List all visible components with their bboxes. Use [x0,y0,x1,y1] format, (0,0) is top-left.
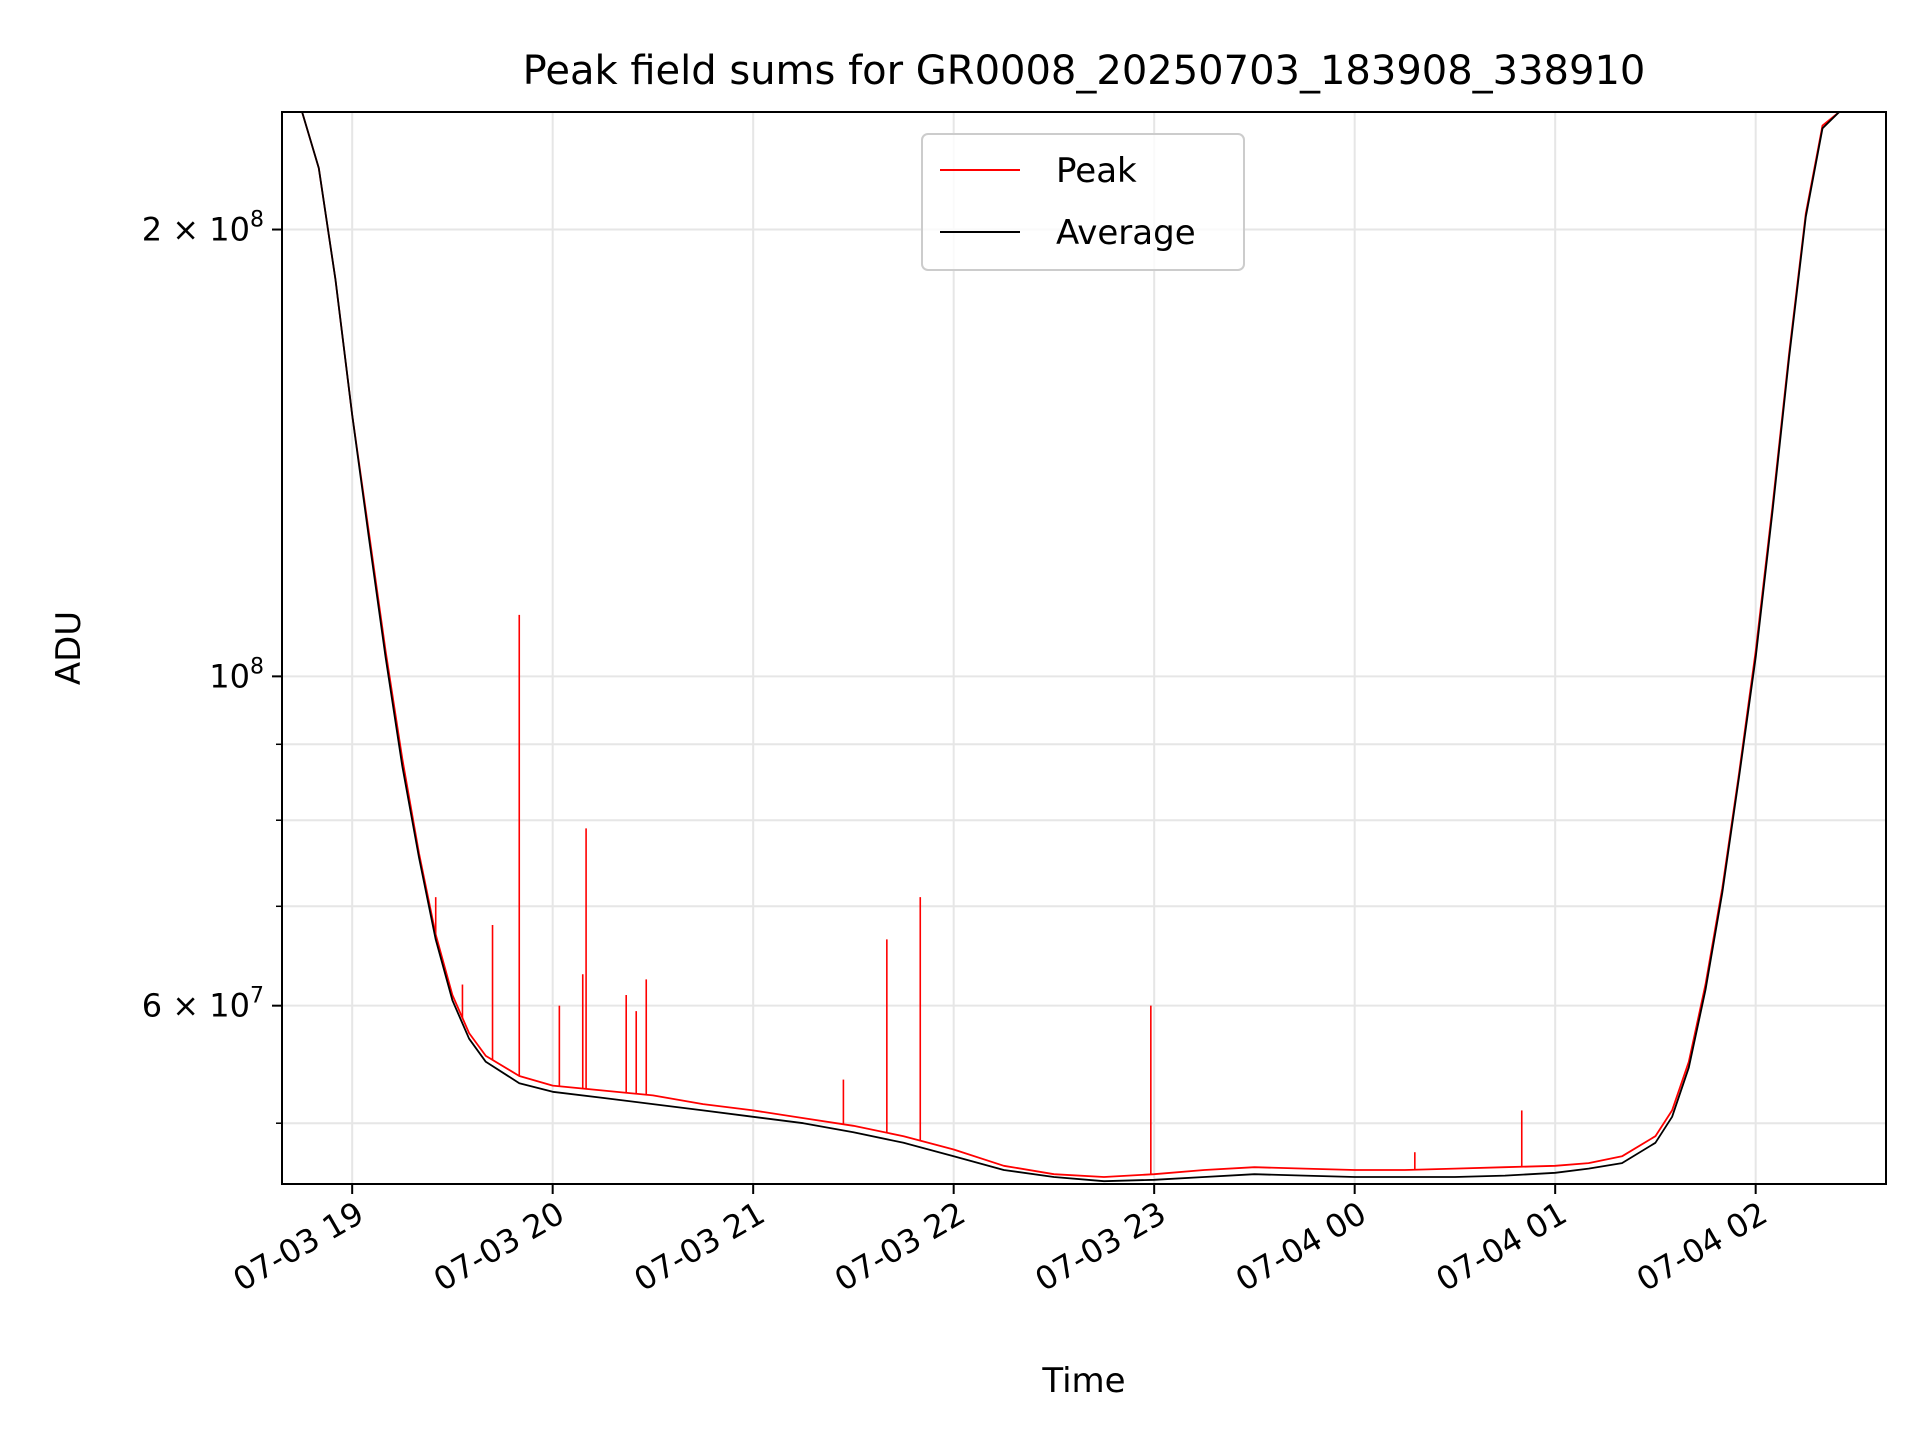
y-tick-label: 6 × 107 [142,984,264,1025]
plot-frame [281,111,1887,1185]
series-line-average [282,112,1856,1183]
legend: Peak Average [921,133,1245,271]
legend-label-average: Average [1056,213,1196,253]
legend-box [921,133,1245,271]
y-axis: 6 × 107 108 2 × 108 [142,208,282,1124]
chart-title: Peak field sums for GR0008_20250703_1839… [523,48,1646,94]
series-layer [282,112,1856,1183]
x-axis-label: Time [1041,1361,1125,1401]
y-axis-label: ADU [49,611,89,685]
legend-label-peak: Peak [1056,151,1137,191]
y-tick-label: 108 [209,654,264,695]
y-tick-label: 2 × 108 [142,208,264,249]
